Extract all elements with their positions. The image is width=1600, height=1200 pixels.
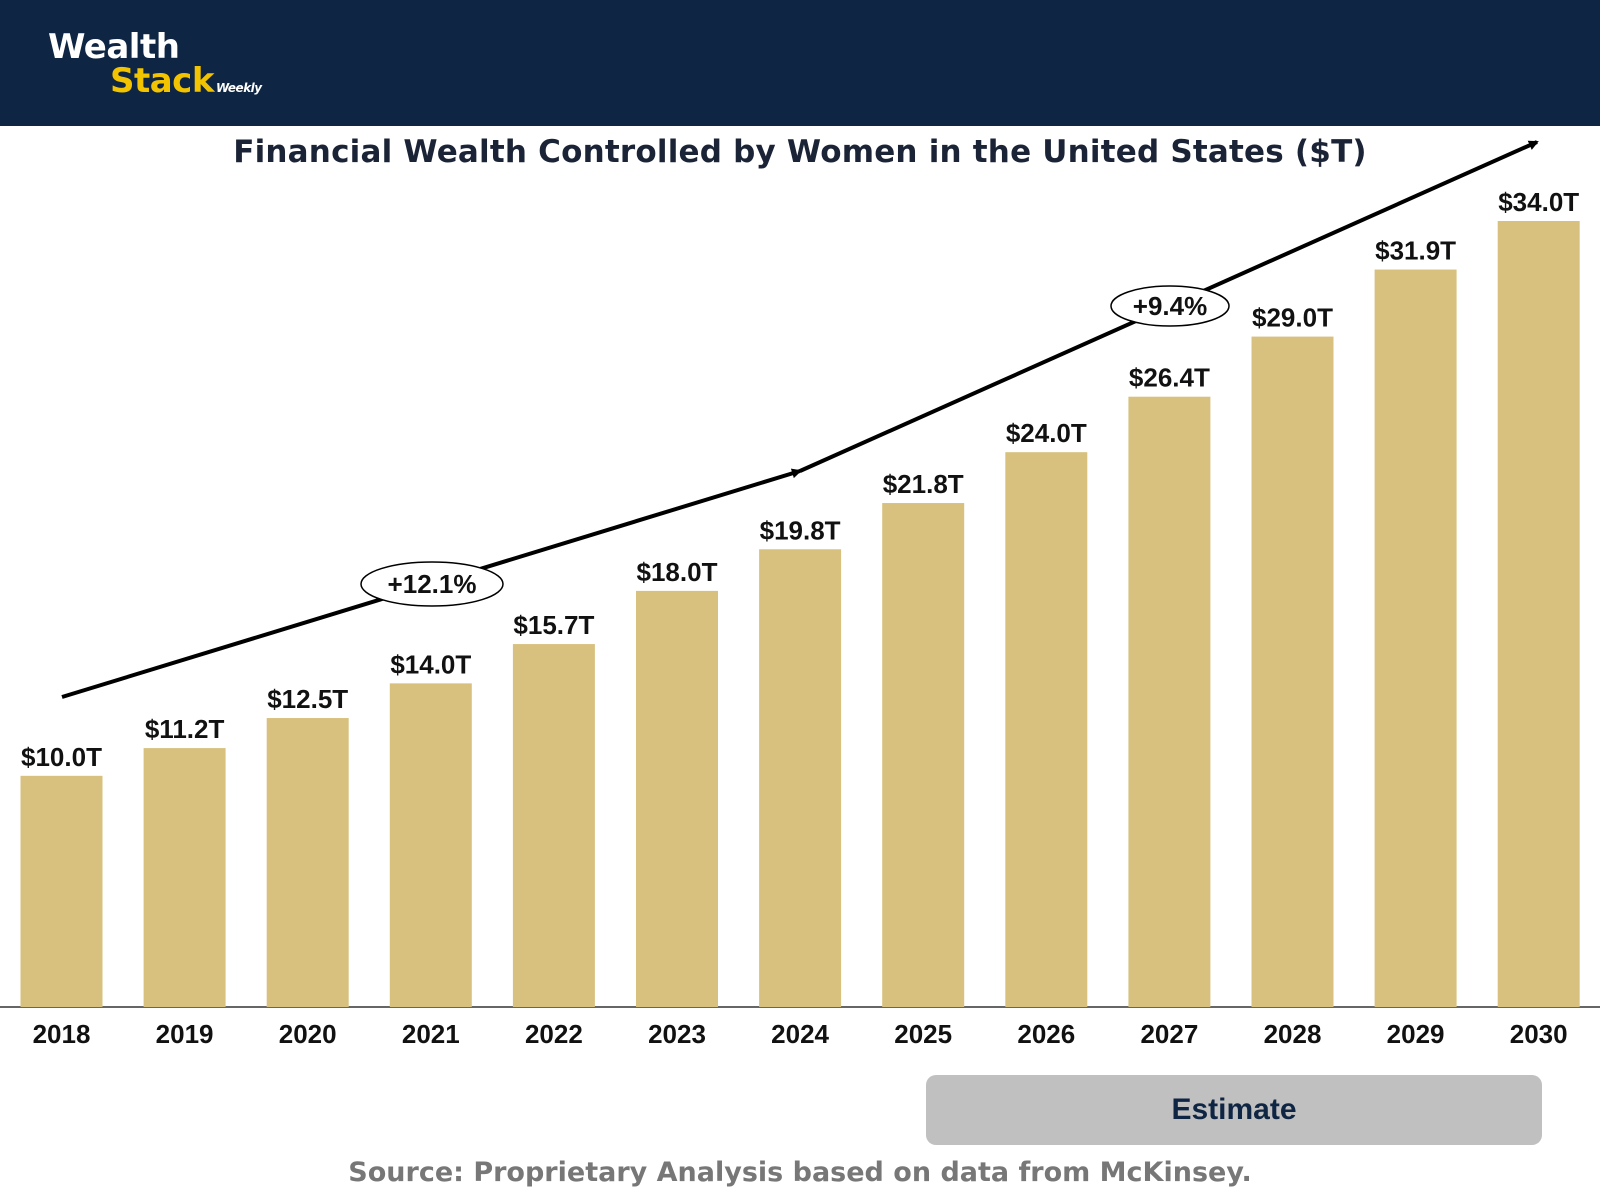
estimate-box: Estimate <box>926 1075 1542 1145</box>
x-tick-2026: 2026 <box>1017 1019 1075 1049</box>
x-tick-2022: 2022 <box>525 1019 583 1049</box>
bar-2027 <box>1128 396 1211 1008</box>
bar-2023 <box>636 590 718 1007</box>
data-label-2019: $11.2T <box>145 714 225 744</box>
x-tick-2023: 2023 <box>648 1019 706 1049</box>
chart-title: Financial Wealth Controlled by Women in … <box>233 134 1367 170</box>
bar-2020 <box>266 718 349 1007</box>
bar-2024 <box>759 549 842 1007</box>
x-tick-2029: 2029 <box>1387 1019 1445 1049</box>
data-label-2030: $34.0T <box>1498 187 1579 217</box>
data-label-2021: $14.0T <box>390 649 471 679</box>
x-tick-2024: 2024 <box>771 1019 829 1049</box>
data-label-2024: $19.8T <box>760 515 841 545</box>
cagr-badge-2 <box>1110 285 1230 327</box>
cagr-badge-1 <box>360 561 504 607</box>
estimate-label: Estimate <box>1171 1093 1297 1126</box>
data-label-2022: $15.7T <box>513 610 594 640</box>
bar-2025 <box>882 503 965 1007</box>
data-label-2029: $31.9T <box>1375 236 1456 266</box>
data-label-2025: $21.8T <box>883 469 964 499</box>
x-tick-2021: 2021 <box>402 1019 460 1049</box>
bar-2022 <box>512 644 595 1007</box>
bar-2029 <box>1374 269 1457 1007</box>
x-tick-2025: 2025 <box>894 1019 952 1049</box>
data-label-2028: $29.0T <box>1252 303 1333 333</box>
x-tick-2019: 2019 <box>156 1019 214 1049</box>
data-label-2020: $12.5T <box>267 684 348 714</box>
data-label-2023: $18.0T <box>637 557 718 587</box>
x-tick-2027: 2027 <box>1140 1019 1198 1049</box>
logo-wealth-text: Wealth <box>48 27 180 67</box>
cagr-label-2: +9.4% <box>1133 291 1207 321</box>
logo-weekly-text: Weekly <box>215 81 262 95</box>
logo-stack-text: Stack <box>110 61 214 101</box>
brand-logo: Wealth Stack Weekly <box>48 30 262 105</box>
data-label-2027: $26.4T <box>1129 363 1210 393</box>
x-tick-2020: 2020 <box>279 1019 337 1049</box>
data-label-2026: $24.0T <box>1006 418 1087 448</box>
bar-2028 <box>1251 336 1334 1007</box>
bar-2021 <box>389 683 472 1007</box>
x-tick-2030: 2030 <box>1510 1019 1568 1049</box>
bar-2018 <box>20 775 103 1007</box>
header-bar: Wealth Stack Weekly <box>0 0 1600 126</box>
data-label-2018: $10.0T <box>21 742 102 772</box>
cagr-label-1: +12.1% <box>388 569 477 599</box>
source-note: Source: Proprietary Analysis based on da… <box>348 1157 1252 1188</box>
bar-2026 <box>1005 452 1088 1007</box>
x-tick-2028: 2028 <box>1264 1019 1322 1049</box>
bar-2030 <box>1497 221 1580 1007</box>
x-tick-2018: 2018 <box>33 1019 91 1049</box>
logo-stack-row: Stack Weekly <box>110 64 262 105</box>
bar-2019 <box>143 748 226 1007</box>
